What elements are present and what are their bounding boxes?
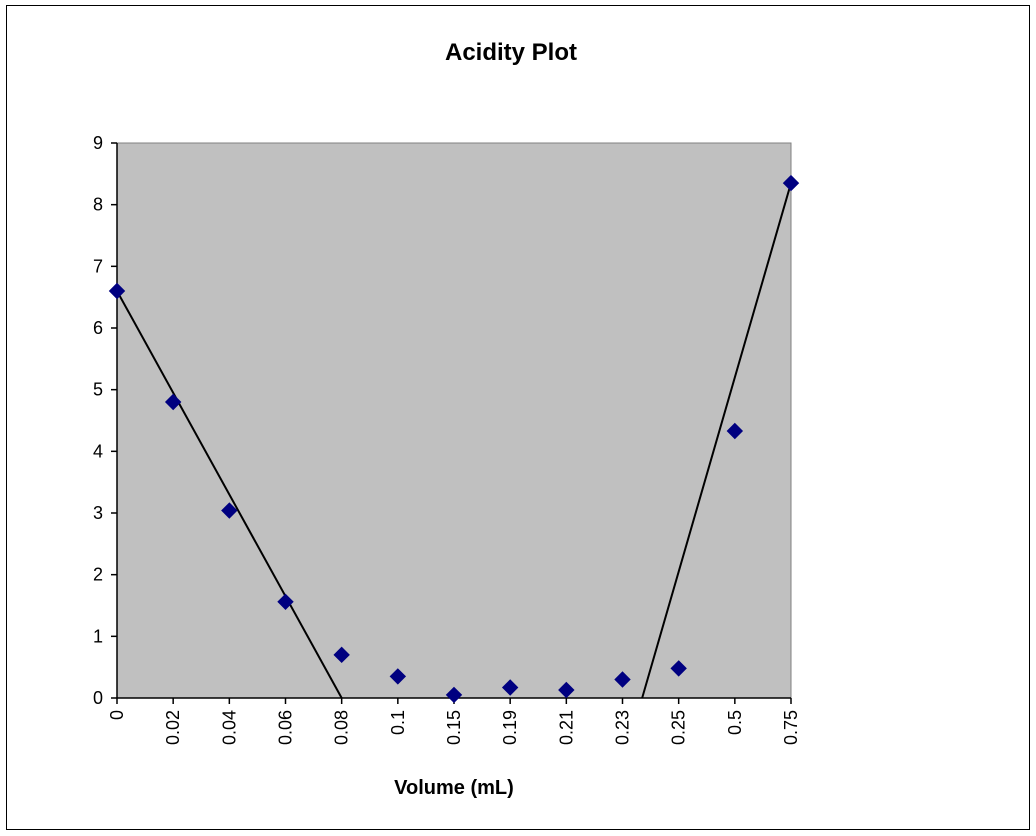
x-tick-label: 0.1 <box>388 710 408 735</box>
x-tick-label: 0.5 <box>725 710 745 735</box>
data-point <box>221 502 238 519</box>
x-tick-label: 0.75 <box>781 710 801 745</box>
y-axis-ticks: 0 1 2 3 4 5 6 7 8 9 <box>93 133 117 708</box>
data-point <box>164 393 182 411</box>
trendline <box>641 182 792 699</box>
y-tick-label: 5 <box>93 380 103 400</box>
x-tick-label: 0.15 <box>444 710 464 745</box>
chart-title: Acidity Plot <box>445 39 577 66</box>
x-tick-label: 0 <box>107 710 127 720</box>
y-tick-label: 9 <box>93 133 103 153</box>
data-point <box>614 671 631 688</box>
y-tick-label: 8 <box>93 195 103 215</box>
trendline <box>116 290 343 699</box>
data-point <box>108 282 126 300</box>
y-tick-label: 7 <box>93 256 103 276</box>
y-tick-label: 0 <box>93 688 103 708</box>
data-point <box>445 686 463 704</box>
x-tick-label: 0.25 <box>669 710 689 745</box>
data-point <box>782 174 800 192</box>
trendlines <box>116 182 792 699</box>
y-tick-label: 2 <box>93 565 103 585</box>
x-tick-label: 0.04 <box>219 710 239 745</box>
data-point <box>501 679 519 696</box>
y-tick-label: 3 <box>93 503 103 523</box>
x-axis-ticks: 0 0.02 0.04 0.06 0.08 0.1 0.15 0.19 0.21 0.23 0.25… <box>107 698 801 745</box>
data-point <box>558 681 575 699</box>
acidity-chart: Acidity Plot 0 1 2 3 4 5 6 7 8 9 0 0.02 0.04 0.06 0.0… <box>93 39 801 799</box>
x-tick-label: 0.02 <box>163 710 183 745</box>
data-point <box>726 422 744 440</box>
y-tick-label: 1 <box>93 626 103 646</box>
x-axis-title: Volume (mL) <box>394 777 514 799</box>
plot-area <box>116 142 792 699</box>
data-points <box>108 174 800 704</box>
data-point <box>333 646 350 664</box>
x-tick-label: 0.19 <box>500 710 520 745</box>
data-point <box>389 668 407 685</box>
y-tick-label: 4 <box>93 441 103 461</box>
data-point <box>277 593 294 611</box>
x-tick-label: 0.08 <box>332 710 352 745</box>
chart-frame: Acidity Plot 0 1 2 3 4 5 6 7 8 9 0 0.02 0.04 0.06 0.0… <box>6 5 1030 830</box>
y-tick-label: 6 <box>93 318 103 338</box>
data-point <box>670 660 687 677</box>
x-tick-label: 0.23 <box>613 710 633 745</box>
x-tick-label: 0.06 <box>276 710 296 745</box>
x-tick-label: 0.21 <box>556 710 576 745</box>
